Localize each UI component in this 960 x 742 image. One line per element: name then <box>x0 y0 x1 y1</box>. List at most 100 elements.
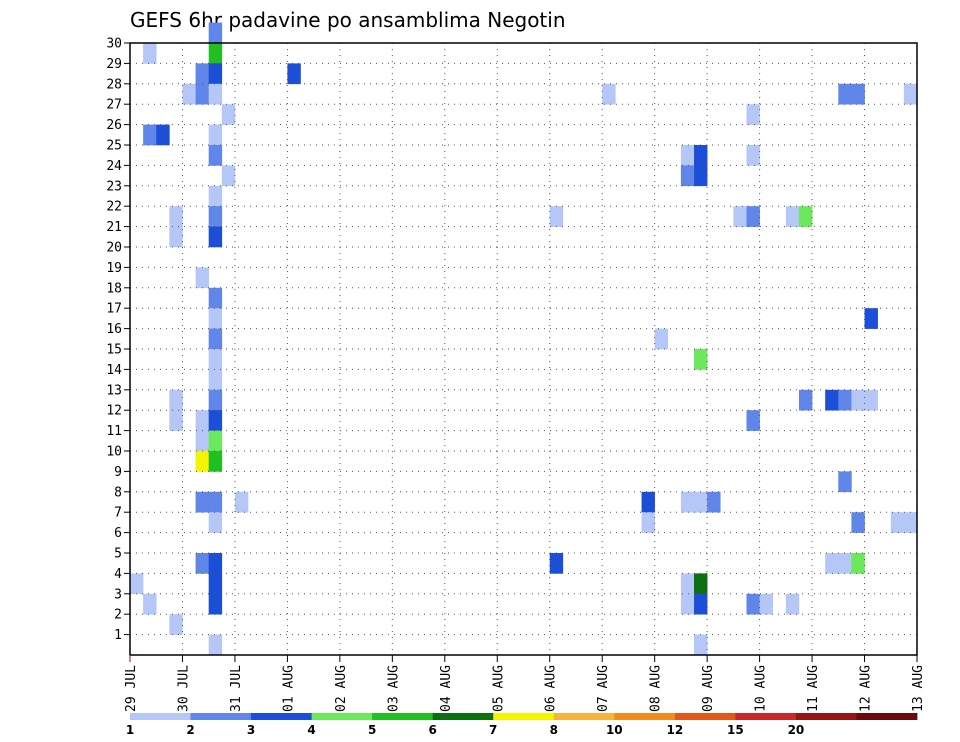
colorbar-segment <box>493 713 555 720</box>
heatmap-cell <box>549 553 564 574</box>
x-tick-label: 08 AUG <box>649 665 664 712</box>
y-tick-label: 18 <box>106 281 122 296</box>
heatmap-cell <box>169 206 183 227</box>
heatmap-cell <box>195 491 209 513</box>
x-tick-label: 31 JUL <box>229 665 244 712</box>
heatmap-cell <box>694 634 708 656</box>
colorbar-segment <box>735 713 797 720</box>
heatmap-cell <box>169 614 183 635</box>
colorbar-label: 5 <box>368 723 376 737</box>
colorbar-label: 10 <box>606 723 623 737</box>
heatmap-cell <box>680 593 695 615</box>
heatmap-cell <box>156 124 170 146</box>
heatmap-cell <box>851 512 865 533</box>
heatmap-cell <box>851 553 865 574</box>
heatmap-cell <box>680 145 695 166</box>
y-tick-label: 13 <box>106 383 122 398</box>
heatmap-cell <box>825 553 839 574</box>
heatmap-cell <box>208 22 223 44</box>
heatmap-cell <box>221 104 236 125</box>
heatmap-cell <box>195 430 209 452</box>
heatmap-cell <box>195 451 209 472</box>
y-tick-label: 22 <box>106 200 122 215</box>
heatmap-cell <box>746 206 760 227</box>
y-tick-label: 6 <box>114 526 122 541</box>
heatmap-cell <box>694 491 708 513</box>
heatmap-cell <box>798 389 813 411</box>
heatmap-cell <box>208 287 223 309</box>
heatmap-cell <box>234 491 249 513</box>
heatmap-cell <box>169 410 183 431</box>
heatmap-cell <box>169 389 183 411</box>
heatmap-cell <box>208 43 223 64</box>
heatmap-cell <box>208 512 223 533</box>
colorbar-label: 7 <box>489 723 497 737</box>
y-tick-label: 26 <box>106 118 122 133</box>
heatmap-cell <box>694 145 708 166</box>
heatmap-cell <box>864 389 878 411</box>
y-tick-label: 17 <box>106 302 122 317</box>
heatmap-cell <box>641 491 655 513</box>
heatmap-cell <box>838 83 852 105</box>
x-tick-label: 29 JUL <box>124 665 139 712</box>
heatmap-cell <box>195 63 209 85</box>
x-tick-label: 11 AUG <box>806 665 821 712</box>
colorbar-segment <box>130 713 191 720</box>
heatmap-cell <box>208 573 223 595</box>
heatmap-cell <box>208 491 223 513</box>
x-tick-label: 04 AUG <box>439 665 454 712</box>
colorbar-segment <box>372 713 434 720</box>
x-tick-label: 12 AUG <box>859 665 874 712</box>
heatmap-cell <box>208 145 223 166</box>
colorbar-segment <box>553 713 615 720</box>
x-tick-label: 02 AUG <box>334 665 349 712</box>
heatmap-cell <box>851 83 865 105</box>
x-tick-label: 06 AUG <box>544 665 559 712</box>
heatmap-cell <box>851 389 865 411</box>
y-tick-label: 9 <box>114 465 122 480</box>
heatmap-cell <box>746 145 760 166</box>
y-tick-label: 10 <box>106 445 122 460</box>
colorbar-label: 12 <box>666 723 683 737</box>
heatmap-cell <box>641 512 655 533</box>
heatmap-cell <box>694 593 708 615</box>
colorbar-label: 1 <box>126 723 134 737</box>
heatmap-cell <box>182 83 196 105</box>
heatmap-cell <box>694 165 708 187</box>
heatmap-cell <box>680 165 695 187</box>
y-tick-label: 12 <box>106 404 122 419</box>
heatmap-cell <box>195 410 209 431</box>
heatmap-cell <box>838 553 852 574</box>
heatmap-cell <box>838 389 852 411</box>
heatmap-cell <box>208 328 223 350</box>
colorbar-segment <box>251 713 313 720</box>
colorbar-segment <box>432 713 494 720</box>
heatmap-cell <box>785 593 800 615</box>
heatmap-cell <box>746 593 760 615</box>
y-tick-label: 28 <box>106 77 122 92</box>
heatmap-cell <box>143 593 157 615</box>
heatmap-cell <box>694 349 708 370</box>
colorbar-segment <box>795 713 857 720</box>
grid-lines <box>130 43 917 655</box>
y-tick-label: 15 <box>106 343 122 358</box>
heatmap-cell <box>208 308 223 329</box>
colorbar-label: 4 <box>307 723 315 737</box>
heatmap-cell <box>130 573 144 595</box>
y-tick-label: 27 <box>106 98 122 113</box>
y-tick-label: 5 <box>114 547 122 562</box>
heatmap-cell <box>680 573 695 595</box>
heatmap-cell <box>903 512 918 533</box>
x-tick-label: 07 AUG <box>596 665 611 712</box>
colorbar-segment <box>311 713 373 720</box>
chart-title: GEFS 6hr padavine po ansamblima Negotin <box>130 8 566 32</box>
heatmap-cell <box>864 308 878 329</box>
heatmap-cell <box>208 430 223 452</box>
x-tick-label: 13 AUG <box>911 665 926 712</box>
heatmap-cell <box>746 104 760 125</box>
colorbar-segment <box>856 713 918 720</box>
colorbar-label: 2 <box>186 723 194 737</box>
y-tick-label: 4 <box>114 567 122 582</box>
heatmap-cell <box>208 83 223 105</box>
